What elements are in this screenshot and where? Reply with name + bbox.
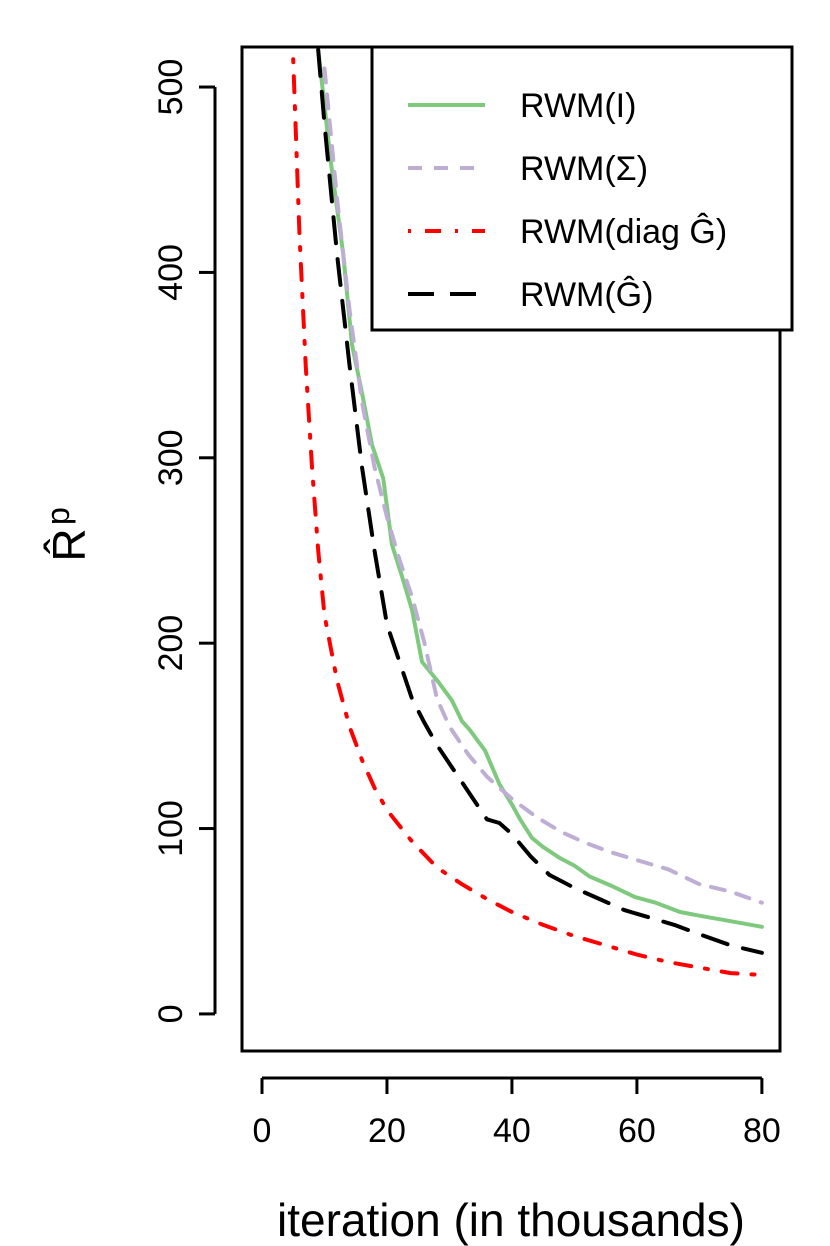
y-tick-label: 200 bbox=[152, 615, 190, 672]
legend-label-0: RWM(I) bbox=[520, 87, 636, 125]
legend-box bbox=[370, 45, 794, 332]
x-tick-label: 0 bbox=[253, 1112, 272, 1150]
series-line-3 bbox=[316, 48, 764, 955]
legend-label-3: RWM(Ĝ) bbox=[520, 276, 653, 314]
x-tick-label: 20 bbox=[368, 1112, 406, 1150]
y-axis-label-main: R̂ bbox=[43, 528, 95, 561]
y-axis-label-superscript: p bbox=[40, 507, 76, 525]
y-tick-label: 300 bbox=[152, 429, 190, 486]
series-line-2 bbox=[291, 57, 764, 977]
legend-label-1: RWM(Σ) bbox=[520, 150, 648, 188]
y-tick-label: 100 bbox=[152, 800, 190, 857]
y-tick-label: 500 bbox=[152, 59, 190, 116]
legend: RWM(I) RWM(Σ) RWM(diag Ĝ) RWM(Ĝ) bbox=[370, 45, 794, 332]
y-tick-label: 400 bbox=[152, 244, 190, 301]
y-axis-label: R̂ p bbox=[40, 507, 95, 561]
x-axis-label: iteration (in thousands) bbox=[277, 1194, 745, 1246]
x-tick-label: 60 bbox=[618, 1112, 656, 1150]
x-tick-label: 80 bbox=[743, 1112, 781, 1150]
legend-label-2: RWM(diag Ĝ) bbox=[520, 213, 727, 251]
series-line-1 bbox=[322, 66, 764, 905]
y-tick-label: 0 bbox=[152, 1004, 190, 1023]
x-axis: 0 20 40 60 80 bbox=[253, 1076, 781, 1150]
x-tick-label: 40 bbox=[493, 1112, 531, 1150]
y-axis: 0 100 200 300 400 500 bbox=[152, 59, 217, 1023]
